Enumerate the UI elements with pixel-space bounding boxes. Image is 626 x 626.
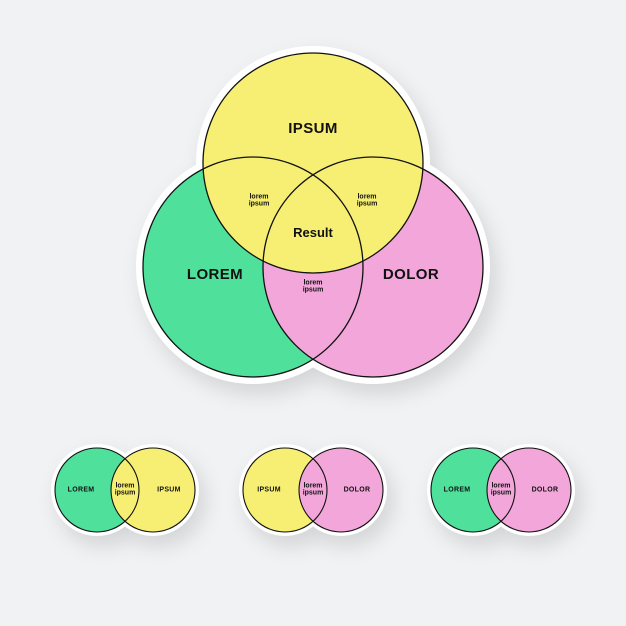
pair-label-right: DOLOR [532, 486, 559, 493]
main-label-left: LOREM [187, 267, 243, 283]
venn-infographic: IPSUM LOREM DOLOR Result lorem ipsum lor… [0, 0, 626, 626]
main-venn-panel: IPSUM LOREM DOLOR Result lorem ipsum lor… [136, 46, 490, 384]
pair-label-left: LOREM [68, 486, 95, 493]
pair-label-left: IPSUM [257, 486, 281, 493]
pair-venn-0: LOREM IPSUM lorem ipsum [51, 444, 199, 536]
main-overlap-top-left: lorem ipsum [249, 194, 270, 209]
pair-label-right: DOLOR [344, 486, 371, 493]
main-overlap-bottom: lorem ipsum [303, 280, 324, 295]
main-label-right: DOLOR [383, 267, 439, 283]
pair-label-mid: lorem ipsum [491, 483, 512, 498]
main-venn-svg [136, 46, 490, 384]
pair-label-right: IPSUM [157, 486, 181, 493]
pair-label-mid: lorem ipsum [303, 483, 324, 498]
pair-venn-1: IPSUM DOLOR lorem ipsum [239, 444, 387, 536]
main-label-center: Result [293, 226, 333, 240]
pair-label-left: LOREM [444, 486, 471, 493]
main-overlap-top-right: lorem ipsum [357, 194, 378, 209]
pair-label-mid: lorem ipsum [115, 483, 136, 498]
main-label-top: IPSUM [288, 121, 338, 137]
pair-venn-2: LOREM DOLOR lorem ipsum [427, 444, 575, 536]
